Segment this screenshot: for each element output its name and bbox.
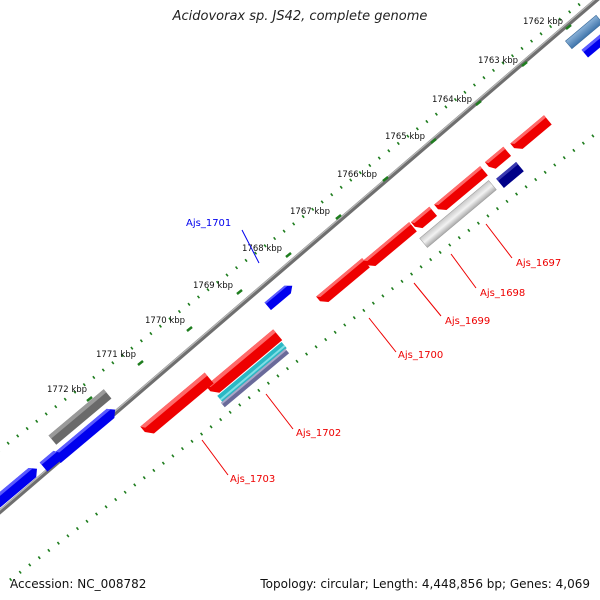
scale-tick-1763: 1763 kbp — [478, 56, 528, 67]
gene-ajs-1703[interactable] — [140, 372, 214, 438]
accession-label: Accession: NC_008782 — [10, 577, 147, 591]
scale-tick-1772: 1772 kbp — [47, 385, 93, 402]
scale-tick-1764: 1764 kbp — [432, 95, 482, 106]
scale-label-1763: 1763 kbp — [478, 56, 518, 66]
gene-label-ajs-1702[interactable]: Ajs_1702 — [296, 428, 341, 439]
gene-gray-1772[interactable] — [48, 389, 112, 445]
scale-tick-1770: 1770 kbp — [145, 316, 193, 332]
gene-label-ajs-1703[interactable]: Ajs_1703 — [230, 474, 275, 485]
gene-red-mid[interactable] — [363, 222, 417, 270]
gene-labels: Ajs_1701 Ajs_1697 Ajs_1698 Ajs_1699 Ajs_… — [186, 218, 561, 485]
gene-ajs-1697[interactable] — [484, 146, 512, 172]
gene-ajs-1699[interactable] — [410, 206, 438, 232]
gene-ajs-1702[interactable] — [205, 329, 283, 396]
scale-label-1772: 1772 kbp — [47, 385, 87, 395]
gene-ajs-1700[interactable] — [316, 258, 370, 306]
inner-tick-ring — [9, 128, 600, 582]
gene-label-ajs-1698[interactable]: Ajs_1698 — [480, 288, 525, 299]
scale-tick-1771: 1771 kbp — [96, 350, 144, 366]
label-leaders — [201, 223, 513, 476]
map-title: Acidovorax sp. JS42, complete genome — [172, 9, 428, 24]
gene-label-ajs-1697[interactable]: Ajs_1697 — [516, 258, 561, 269]
gene-steelblue-top[interactable] — [565, 14, 600, 50]
gene-blue-forward-2[interactable] — [39, 448, 65, 472]
genome-summary: Topology: circular; Length: 4,448,856 bp… — [260, 577, 590, 591]
scale-label-1766: 1766 kbp — [337, 170, 377, 180]
scale-label-1765: 1765 kbp — [385, 132, 425, 142]
gene-label-ajs-1701[interactable]: Ajs_1701 — [186, 218, 231, 229]
gene-navy[interactable] — [496, 162, 524, 188]
scale-tick-1768: 1768 kbp — [242, 244, 292, 258]
reverse-strand-features — [140, 115, 552, 438]
gene-blue-forward-1[interactable] — [53, 405, 119, 464]
scale-tick-1769: 1769 kbp — [193, 281, 243, 295]
scale-tick-1766: 1766 kbp — [337, 170, 389, 182]
gene-label-ajs-1700[interactable]: Ajs_1700 — [398, 350, 443, 361]
gene-ajs-1698[interactable] — [434, 166, 488, 214]
forward-strand-features — [0, 14, 600, 516]
gene-blue-top[interactable] — [581, 34, 600, 58]
gene-label-ajs-1699[interactable]: Ajs_1699 — [445, 316, 490, 327]
scale-label-1771: 1771 kbp — [96, 350, 136, 360]
scale-label-1770: 1770 kbp — [145, 316, 185, 326]
gene-gray-light[interactable] — [419, 180, 497, 248]
outer-tick-ring — [0, 0, 588, 452]
gene-red-top[interactable] — [510, 115, 552, 152]
scale-label-1762: 1762 kbp — [523, 17, 563, 27]
gene-cyan-band[interactable] — [217, 341, 287, 403]
tick-rings — [0, 0, 600, 582]
scale-tick-1762: 1762 kbp — [523, 17, 572, 30]
scale-label-1767: 1767 kbp — [290, 207, 330, 217]
scale-label-1764: 1764 kbp — [432, 95, 472, 105]
gene-slate-band[interactable] — [220, 348, 290, 408]
scale-tick-1765: 1765 kbp — [385, 132, 437, 144]
scale-label-1768: 1768 kbp — [242, 244, 282, 254]
scale-labels: 1762 kbp 1763 kbp 1764 kbp 1765 kbp 1766… — [47, 17, 572, 402]
scale-tick-1767: 1767 kbp — [290, 207, 342, 220]
scale-label-1769: 1769 kbp — [193, 281, 233, 291]
gene-blue-forward-3[interactable] — [0, 464, 41, 516]
gene-ajs-1701[interactable] — [264, 282, 296, 311]
